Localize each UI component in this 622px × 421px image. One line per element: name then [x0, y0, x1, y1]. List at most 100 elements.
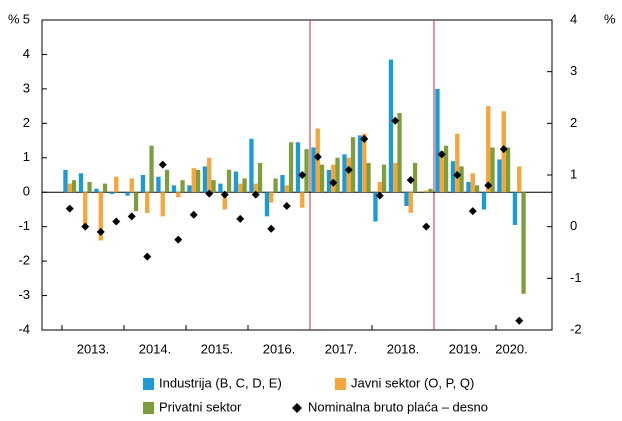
legend-label: Industrija (B, C, D, E): [159, 375, 282, 390]
marker: [81, 222, 90, 231]
bar: [459, 166, 464, 193]
bar: [342, 154, 347, 193]
marker: [158, 160, 167, 169]
bar: [366, 162, 371, 193]
bar: [249, 138, 254, 193]
bar: [319, 164, 325, 193]
bar: [443, 145, 449, 193]
bar: [226, 169, 232, 193]
marker: [515, 316, 524, 325]
x-tick-label: 2016.: [263, 341, 296, 356]
bar: [129, 178, 134, 193]
y-tick-label: 2: [23, 115, 30, 130]
bar: [377, 181, 382, 193]
bar: [269, 192, 274, 203]
bar: [222, 192, 227, 210]
y2-tick-label: -1: [570, 270, 582, 285]
bar: [273, 178, 278, 193]
bar: [521, 192, 526, 294]
legend-swatch: [143, 402, 154, 414]
bar: [78, 173, 84, 193]
bar: [156, 176, 161, 193]
y2-tick-label: 4: [570, 11, 577, 26]
legend-label: Nominalna bruto plaća – desno: [308, 399, 488, 414]
marker: [360, 134, 369, 143]
y2-tick-label: 0: [570, 218, 577, 233]
bar: [102, 183, 108, 193]
marker: [313, 152, 322, 161]
bar: [253, 183, 258, 193]
bar: [450, 161, 456, 193]
y-axis-label: %: [8, 11, 20, 26]
marker: [344, 165, 353, 174]
bar: [373, 192, 378, 222]
bar: [490, 147, 495, 193]
marker: [65, 204, 74, 213]
bar: [176, 192, 181, 198]
bar: [439, 150, 444, 193]
legend-swatch: [143, 378, 154, 390]
marker: [205, 189, 214, 198]
bar: [350, 137, 356, 193]
bar: [140, 175, 146, 193]
bar: [517, 166, 522, 193]
marker: [422, 222, 431, 231]
marker: [468, 207, 477, 216]
x-tick-label: 2019.: [449, 341, 482, 356]
bar: [171, 185, 177, 193]
bar: [335, 157, 340, 193]
bar: [455, 133, 460, 193]
x-tick-label: 2020.: [495, 341, 528, 356]
y-tick-label: -2: [18, 253, 30, 268]
bar: [408, 192, 413, 213]
marker: [375, 191, 384, 200]
y-tick-label: -1: [18, 218, 30, 233]
bar: [424, 190, 429, 193]
marker: [484, 181, 493, 190]
y-tick-label: 3: [23, 80, 30, 95]
bar: [326, 169, 332, 193]
marker: [127, 212, 136, 221]
y2-axis-label: %: [604, 11, 616, 26]
bar: [435, 88, 440, 193]
bar: [466, 181, 471, 193]
bar: [512, 192, 518, 225]
marker: [96, 227, 105, 236]
bar: [149, 145, 154, 193]
bar: [404, 192, 409, 206]
bar: [94, 188, 99, 193]
bar: [202, 166, 208, 193]
y-tick-label: 4: [23, 46, 30, 61]
marker: [251, 190, 260, 199]
marker: [453, 171, 462, 179]
bar: [180, 180, 185, 193]
bar: [264, 192, 270, 217]
bar: [83, 192, 88, 227]
bar: [109, 192, 115, 194]
marker: [143, 252, 152, 261]
bar: [98, 192, 103, 241]
bar: [280, 175, 285, 193]
y2-tick-label: 2: [570, 115, 577, 130]
bar: [412, 162, 418, 193]
marker: [220, 190, 229, 199]
bar: [238, 183, 243, 193]
bar: [486, 106, 491, 193]
bar: [191, 168, 196, 193]
bar: [497, 159, 502, 193]
bar: [346, 157, 351, 193]
marker: [499, 145, 508, 154]
bar: [164, 169, 170, 193]
bar: [481, 192, 487, 210]
marker: [298, 171, 307, 179]
bar: [145, 192, 150, 213]
marker: [112, 217, 121, 226]
x-tick-label: 2014.: [139, 341, 172, 356]
marker: [267, 224, 276, 233]
bar: [71, 180, 77, 193]
legend-label: Privatni sektor: [159, 399, 242, 414]
y2-tick-label: 3: [570, 63, 577, 78]
y-tick-label: -4: [18, 321, 30, 336]
y2-tick-label: -2: [570, 321, 582, 336]
